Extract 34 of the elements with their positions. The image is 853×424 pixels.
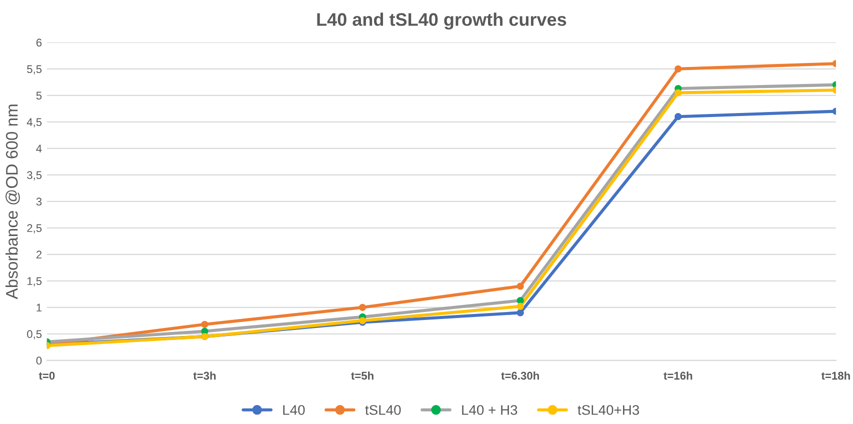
legend-label: L40 [283, 405, 305, 415]
legend-label: tSL40+H3 [578, 405, 640, 415]
y-tick-label: 2 [36, 250, 42, 258]
point [674, 89, 682, 96]
x-tick-label: t=3h [193, 372, 216, 380]
x-tick-label: t=16h [664, 372, 692, 380]
y-tick-label: 5,5 [27, 65, 42, 74]
y-axis-title: Absorbance @OD 600 nm [6, 104, 20, 300]
chart-title: L40 and tSL40 growth curves [317, 12, 566, 30]
point [516, 282, 524, 290]
y-tick-label: 3 [36, 198, 42, 206]
legend-label: L40 + H3 [462, 405, 518, 415]
x-tick-label: t=18h [821, 372, 850, 380]
y-tick-label: 3,5 [27, 171, 42, 180]
point [358, 304, 366, 311]
legend-label: tSL40 [365, 405, 401, 415]
y-tick-label: 5 [36, 92, 42, 100]
point [201, 320, 208, 328]
x-tick-label: t=0 [38, 372, 55, 380]
y-tick-label: 4,5 [26, 118, 42, 128]
y-tick-label: 0 [36, 356, 42, 365]
x-tick-label: t=5h [351, 372, 374, 380]
y-tick-label: 2,5 [27, 224, 42, 234]
point [674, 65, 682, 72]
y-tick-label: 0,5 [27, 330, 42, 340]
y-tick-label: 1,5 [27, 277, 42, 286]
point [674, 113, 682, 120]
point [516, 296, 524, 304]
point [516, 302, 524, 310]
y-tick-label: 1 [36, 304, 42, 312]
y-tick-label: 4 [36, 144, 42, 152]
x-tick-label: t=6.30h [501, 372, 539, 380]
point [516, 309, 524, 316]
y-tick-label: 6 [36, 38, 42, 47]
